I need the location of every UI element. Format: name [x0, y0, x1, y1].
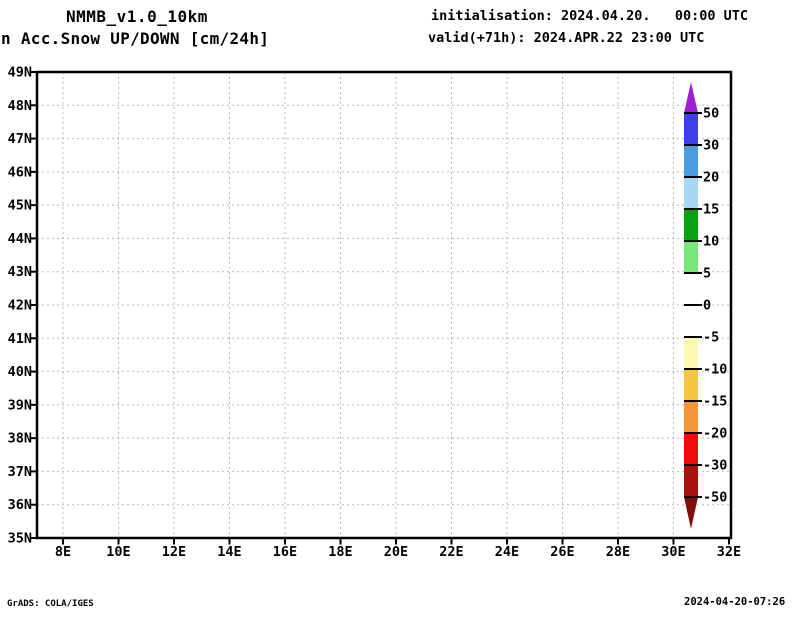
colorbar-value-label: 15 [703, 202, 719, 218]
map-geography [37, 72, 736, 539]
colorbar-segment [684, 401, 698, 433]
lat-label: 36N [8, 497, 32, 513]
lon-label: 8E [55, 544, 71, 560]
colorbar-segment [684, 241, 698, 273]
colorbar-value-label: 5 [703, 266, 711, 282]
colorbar [684, 82, 702, 529]
lat-label: 38N [8, 431, 32, 447]
valid-time: valid(+71h): 2024.APR.22 23:00 UTC [428, 30, 705, 46]
colorbar-value-label: 20 [703, 170, 719, 186]
colorbar-value-label: 0 [703, 298, 711, 314]
colorbar-value-label: 10 [703, 234, 719, 250]
grads-credit: GrADS: COLA/IGES [7, 599, 94, 609]
colorbar-value-label: 50 [703, 106, 719, 122]
axis-labels: 49N 48N 47N 46N 45N 44N 43N 42N 41N 40N 39N 38N 37N 3… [8, 65, 742, 561]
colorbar-segment [684, 177, 698, 209]
lon-label: 26E [550, 544, 574, 560]
lon-label: 28E [606, 544, 630, 560]
colorbar-value-label: -15 [703, 394, 727, 410]
product-title: n Acc.Snow UP/DOWN [cm/24h] [1, 29, 270, 48]
lat-label: 39N [8, 397, 32, 413]
lon-label: 18E [328, 544, 352, 560]
lon-label: 20E [384, 544, 408, 560]
lon-label: 14E [217, 544, 241, 560]
colorbar-value-label: -30 [703, 458, 727, 474]
lat-label: 48N [8, 98, 32, 114]
colorbar-segment [684, 433, 698, 465]
lon-label: 32E [717, 544, 741, 560]
colorbar-value-label: -50 [703, 490, 727, 506]
lat-label: 47N [8, 131, 32, 147]
colorbar-segment [684, 145, 698, 177]
coastlines [37, 140, 736, 538]
colorbar-value-label: -10 [703, 362, 727, 378]
creation-timestamp: 2024-04-20-07:26 [684, 596, 786, 608]
colorbar-value-label: 30 [703, 138, 719, 154]
lat-label: 35N [8, 530, 32, 546]
lon-label: 30E [661, 544, 685, 560]
lon-label: 24E [495, 544, 519, 560]
graticule-gridlines [37, 72, 731, 538]
colorbar-value-label: -20 [703, 426, 727, 442]
lon-label: 22E [439, 544, 463, 560]
lat-label: 44N [8, 231, 32, 247]
colorbar-arrow-top [684, 82, 698, 113]
lon-label: 16E [273, 544, 297, 560]
lon-label: 12E [162, 544, 186, 560]
colorbar-segment [684, 337, 698, 369]
colorbar-segment [684, 465, 698, 497]
islands-and-lakes [67, 137, 716, 539]
lat-label: 49N [8, 65, 32, 81]
lat-label: 45N [8, 198, 32, 214]
colorbar-segment [684, 305, 698, 337]
lat-label: 41N [8, 331, 32, 347]
colorbar-segment [684, 113, 698, 145]
model-title: NMMB_v1.0_10km [66, 7, 208, 26]
colorbar-segment [684, 273, 698, 305]
lat-label: 43N [8, 264, 32, 280]
lat-label: 42N [8, 297, 32, 313]
colorbar-value-label: -5 [703, 330, 719, 346]
country-borders [37, 72, 677, 382]
colorbar-segment [684, 209, 698, 241]
lon-label: 10E [106, 544, 130, 560]
lat-label: 37N [8, 464, 32, 480]
colorbar-segment [684, 369, 698, 401]
lat-label: 46N [8, 164, 32, 180]
lat-label: 40N [8, 364, 32, 380]
colorbar-arrow-bottom [684, 497, 698, 529]
initialisation-time: initialisation: 2024.04.20. 00:00 UTC [431, 8, 748, 24]
